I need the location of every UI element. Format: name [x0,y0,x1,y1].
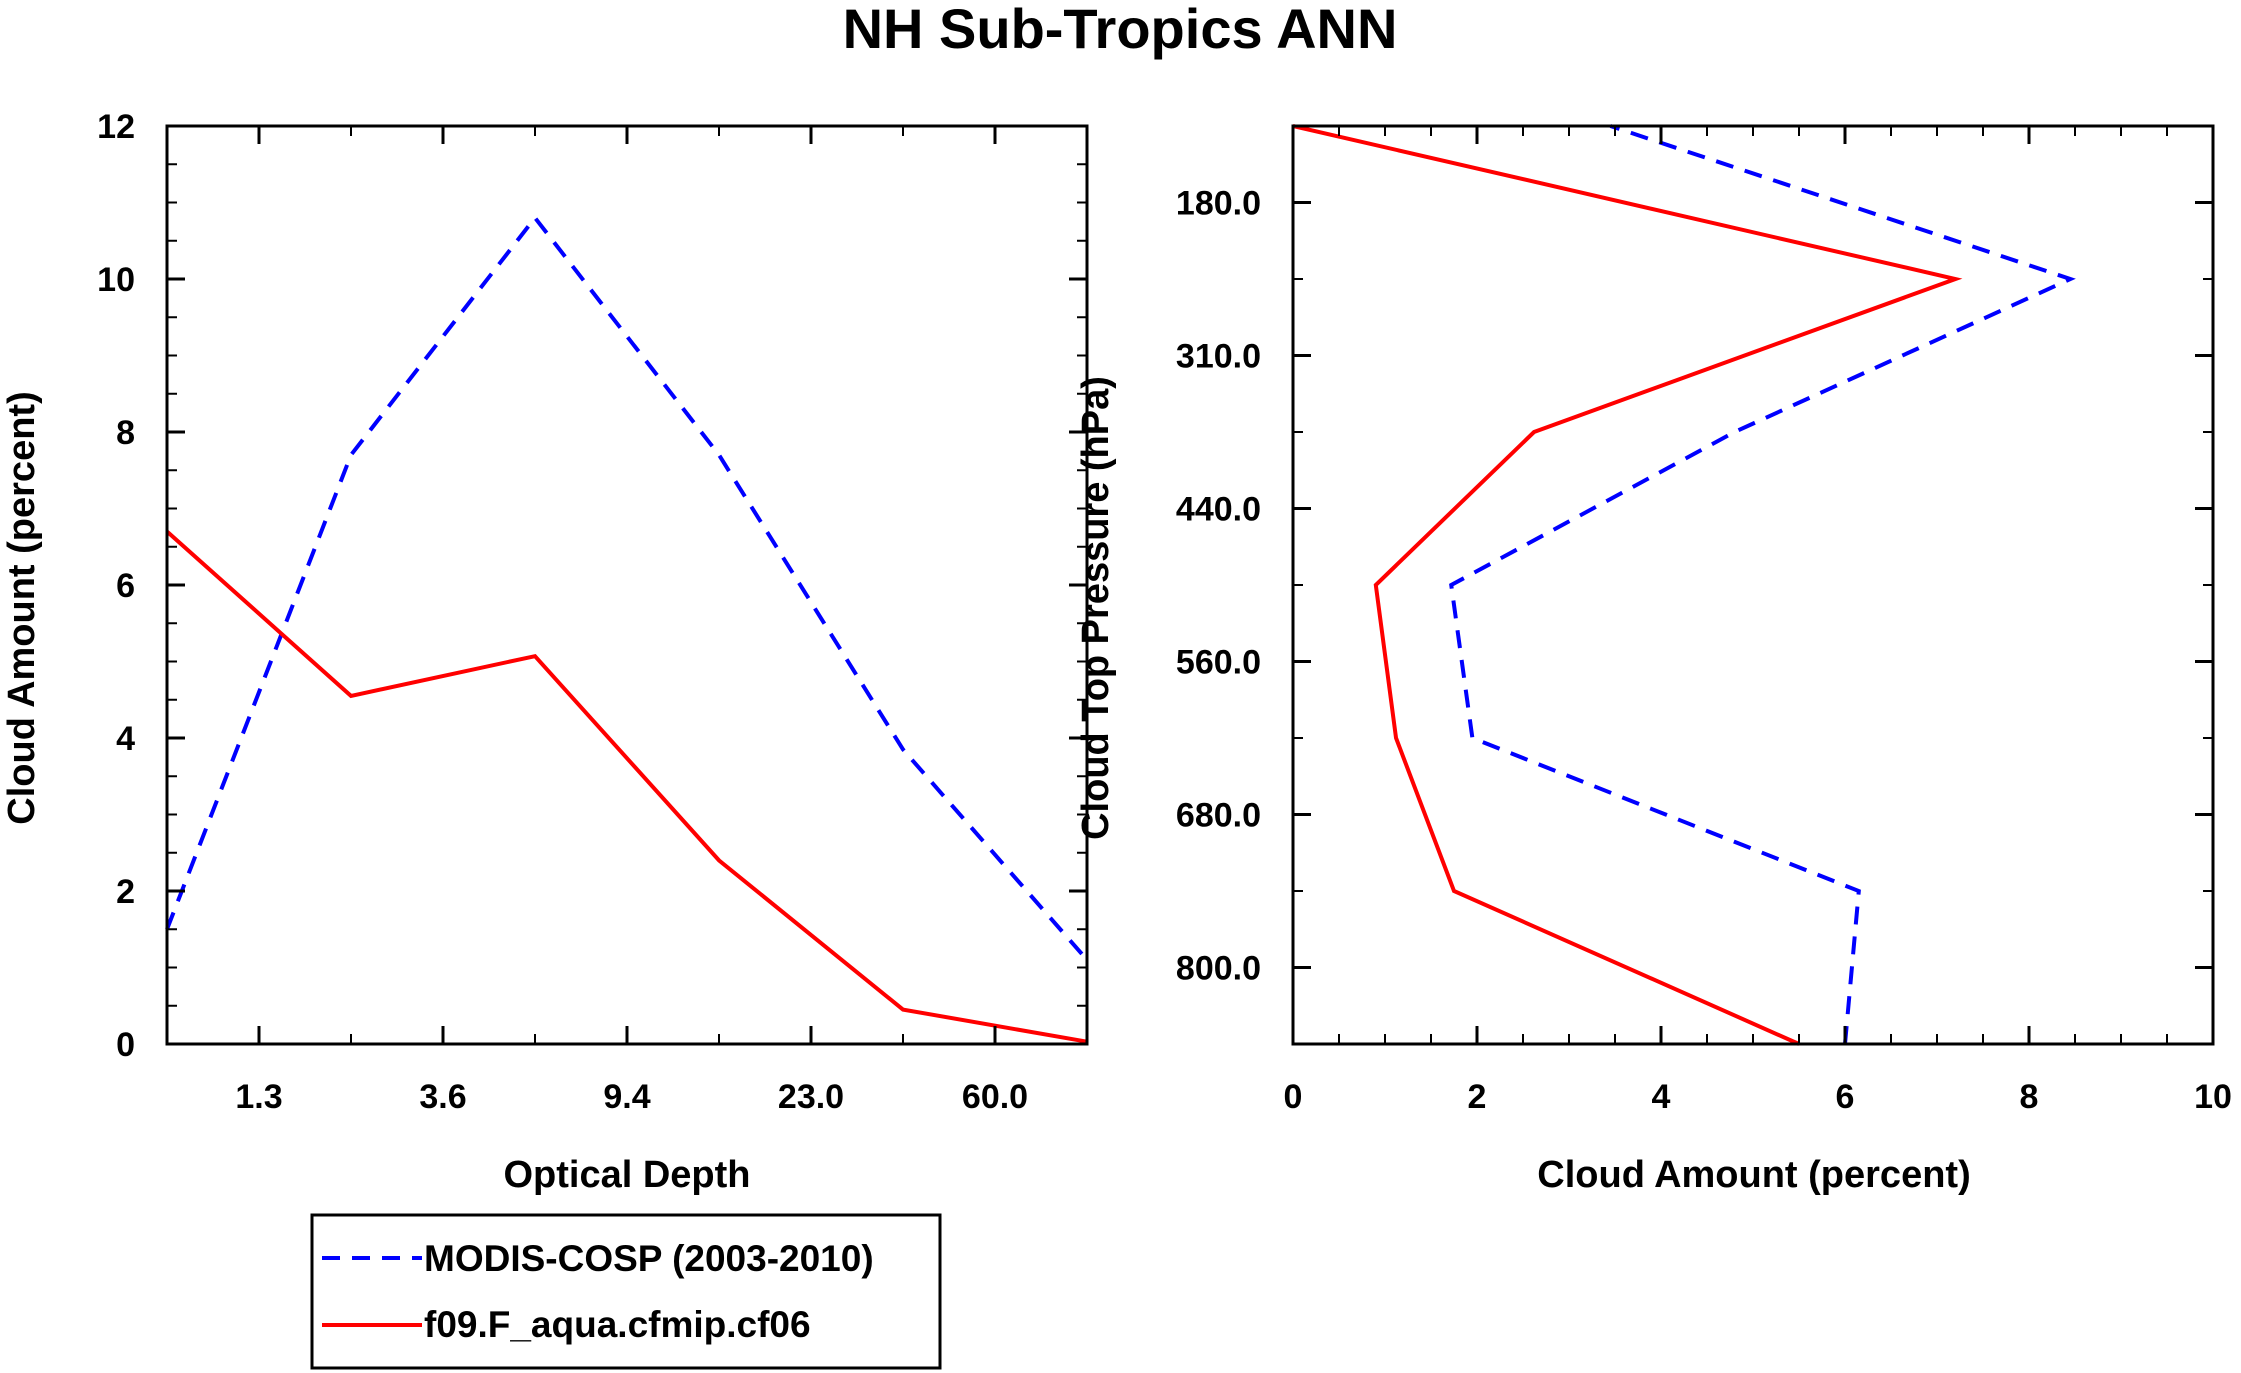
right-y-axis-title: Cloud Top Pressure (hPa) [1075,376,1117,840]
left-ticks: 1.3 3.6 9.4 23.0 60.0 0 2 4 6 8 10 12 [97,108,1087,1116]
right-x-tick-label: 0 [1284,1078,1303,1116]
right-y-tick-label: 680.0 [1176,797,1261,835]
right-chart: 0 2 4 6 8 10 800.0 680.0 560.0 440.0 310.0 180.0 Cl… [1075,124,2232,1196]
left-plot-frame [165,124,1089,1046]
left-chart: 1.3 3.6 9.4 23.0 60.0 0 2 4 6 8 10 12 Optical Depth… [1,108,1089,1196]
legend-label-modis: MODIS-COSP (2003-2010) [424,1238,874,1279]
right-plot-frame [1291,124,2215,1046]
right-ticks: 0 2 4 6 8 10 800.0 680.0 560.0 440.0 310.0 180.0 [1176,126,2232,1116]
left-y-tick-label: 10 [97,261,135,299]
left-x-axis-title: Optical Depth [503,1154,750,1196]
left-y-tick-label: 0 [116,1026,135,1064]
left-y-tick-label: 4 [116,720,135,758]
left-x-tick-label: 60.0 [962,1078,1028,1116]
left-series-group [165,214,1089,1044]
figure-title: NH Sub-Tropics ANN [843,0,1398,60]
left-x-tick-label: 3.6 [419,1078,466,1116]
right-series-modis-line [1449,124,2076,1045]
legend-box [310,1213,942,1370]
right-x-tick-label: 4 [1652,1078,1671,1116]
left-y-axis-title: Cloud Amount (percent) [1,391,43,824]
left-y-tick-label: 2 [116,873,135,911]
left-y-tick-label: 6 [116,567,135,605]
right-x-tick-label: 6 [1836,1078,1855,1116]
right-x-tick-label: 10 [2194,1078,2232,1116]
left-x-tick-label: 9.4 [603,1078,650,1116]
left-series-modis-line [165,214,1089,962]
right-x-axis-title: Cloud Amount (percent) [1537,1154,1970,1196]
right-x-tick-label: 8 [2020,1078,2039,1116]
left-series-model-line [165,529,1088,1044]
legend: MODIS-COSP (2003-2010) f09.F_aqua.cfmip.… [310,1213,942,1370]
left-x-tick-label: 1.3 [235,1078,282,1116]
legend-label-model: f09.F_aqua.cfmip.cf06 [424,1304,811,1345]
right-y-tick-label: 440.0 [1176,491,1261,529]
right-x-tick-label: 2 [1468,1078,1487,1116]
right-y-tick-label: 800.0 [1176,950,1261,988]
right-y-tick-label: 560.0 [1176,644,1261,682]
right-series-group [1292,124,2076,1046]
left-y-tick-label: 12 [97,108,135,146]
right-y-tick-label: 310.0 [1176,338,1261,376]
right-y-tick-label: 180.0 [1176,185,1261,223]
right-series-model-line [1292,124,1963,1046]
left-x-tick-label: 23.0 [778,1078,844,1116]
left-y-tick-label: 8 [116,414,135,452]
